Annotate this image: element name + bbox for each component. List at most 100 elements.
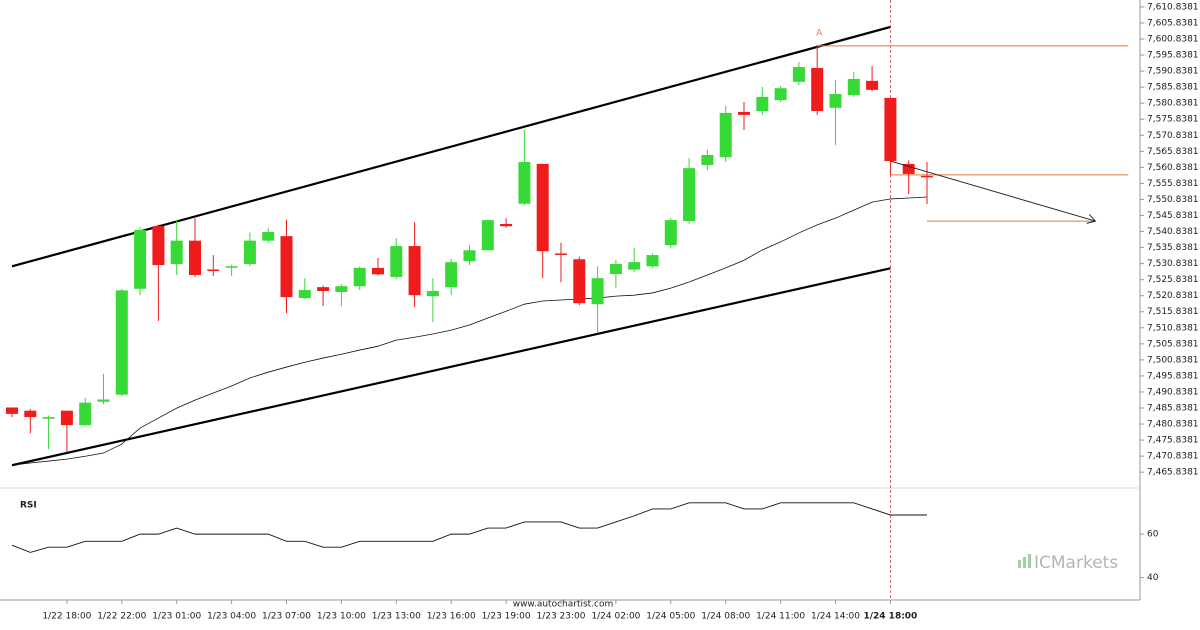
candle-body [24, 410, 37, 418]
candle-body [500, 223, 513, 227]
candle-body [134, 230, 147, 289]
y-tick-label: 7,555.8381 [1147, 179, 1199, 189]
x-tick-label: 1/23 13:00 [372, 612, 421, 622]
x-tick-label: 1/23 23:00 [536, 612, 585, 622]
forecast-arrow [890, 160, 1096, 222]
candle-body [243, 240, 256, 265]
y-tick-label: 7,520.8381 [1147, 291, 1199, 301]
y-tick-label: 7,585.8381 [1147, 83, 1199, 93]
y-tick-label: 7,545.8381 [1147, 211, 1199, 221]
candle-body [42, 417, 55, 419]
logo-text: ICMarkets [1034, 553, 1118, 573]
candle-body [280, 236, 293, 298]
y-tick-label: 7,580.8381 [1147, 99, 1199, 109]
ma-line [11, 196, 928, 466]
candle-body [902, 163, 915, 174]
y-tick-label: 7,565.8381 [1147, 147, 1199, 157]
candle-body [463, 250, 476, 262]
candle-body [884, 97, 897, 162]
y-tick-label: 7,540.8381 [1147, 227, 1199, 237]
x-tick-label: 1/24 02:00 [591, 612, 640, 622]
y-tick-label: 7,465.8381 [1147, 468, 1199, 478]
candle-body [664, 220, 677, 246]
y-tick-label: 7,500.8381 [1147, 355, 1199, 365]
candle-body [756, 96, 769, 112]
candle-body [792, 67, 805, 82]
candle-body [847, 78, 860, 95]
y-tick-label: 7,605.8381 [1147, 18, 1199, 28]
candle-body [774, 88, 787, 101]
y-tick-label: 7,490.8381 [1147, 387, 1199, 397]
candle-body [445, 262, 458, 288]
y-tick-label: 7,535.8381 [1147, 243, 1199, 253]
y-tick-label: 7,610.8381 [1147, 2, 1199, 12]
candle-body [408, 246, 421, 296]
candle-body [60, 410, 73, 426]
candle-body [390, 246, 403, 277]
y-tick-label: 7,525.8381 [1147, 275, 1199, 285]
candle-body [481, 220, 494, 251]
x-tick-label: 1/24 11:00 [756, 612, 805, 622]
y-tick-label: 7,600.8381 [1147, 35, 1199, 45]
rsi-label: RSI [20, 501, 37, 511]
candle-body [609, 264, 622, 275]
candle-body [701, 154, 714, 165]
candle-body [646, 255, 659, 267]
candle-body [152, 226, 165, 266]
candle-body [536, 163, 549, 252]
y-tick-label: 7,550.8381 [1147, 195, 1199, 205]
y-tick-label: 7,505.8381 [1147, 339, 1199, 349]
watermark: www.autochartist.com [513, 600, 614, 610]
candle-body [738, 111, 750, 115]
y-tick-label: 7,510.8381 [1147, 323, 1199, 333]
channel-line [11, 267, 891, 467]
candle-body [719, 112, 732, 158]
y-tick-label: 7,485.8381 [1147, 404, 1199, 414]
y-tick-label: 7,575.8381 [1147, 115, 1199, 125]
x-tick-label: 1/22 18:00 [42, 612, 91, 622]
candle-body [426, 291, 439, 297]
candle-body [555, 253, 567, 255]
candle-body [591, 278, 604, 305]
y-tick-label: 7,590.8381 [1147, 67, 1199, 77]
candle-body [628, 262, 641, 270]
rsi-tick-label: 40 [1147, 573, 1159, 583]
candle-body [866, 80, 879, 90]
candle-body [207, 269, 220, 272]
y-tick-label: 7,595.8381 [1147, 51, 1199, 61]
candle-body [353, 267, 366, 287]
x-tick-label: 1/23 19:00 [482, 612, 531, 622]
x-tick-label: 1/24 14:00 [811, 612, 860, 622]
y-tick-label: 7,470.8381 [1147, 452, 1199, 462]
x-tick-label: 1/23 16:00 [427, 612, 476, 622]
x-tick-label: 1/23 07:00 [262, 612, 311, 622]
candle-body [115, 290, 128, 395]
y-tick-label: 7,530.8381 [1147, 259, 1199, 269]
candle-body [921, 175, 933, 178]
y-tick-label: 7,570.8381 [1147, 131, 1199, 141]
candle-body [335, 286, 348, 292]
candle-body [372, 267, 384, 275]
logo-icon [1018, 554, 1031, 568]
candle-body [573, 259, 586, 304]
candle-body [298, 290, 311, 299]
candle-body [829, 94, 842, 108]
candle-body [317, 287, 330, 292]
candle-body [683, 168, 696, 222]
candle-body [79, 402, 92, 426]
rsi-line [11, 502, 927, 553]
x-tick-label: 1/24 05:00 [646, 612, 695, 622]
x-tick-label: 1/23 10:00 [317, 612, 366, 622]
y-tick-label: 7,480.8381 [1147, 420, 1199, 430]
candle-body [225, 266, 238, 268]
candle-body [97, 399, 110, 402]
candle-body [170, 240, 183, 265]
candle-body [6, 407, 18, 414]
x-tick-label: 1/23 01:00 [152, 612, 201, 622]
candle-body [189, 240, 201, 275]
candle-body [518, 162, 531, 204]
rsi-tick-label: 60 [1147, 530, 1159, 540]
candle-body [811, 68, 824, 112]
